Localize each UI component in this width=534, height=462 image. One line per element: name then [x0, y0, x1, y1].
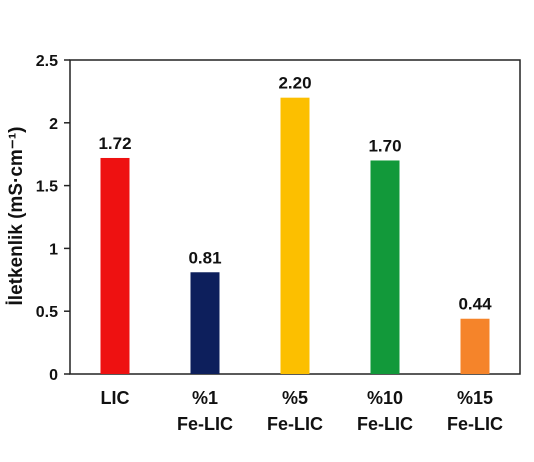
bar	[100, 157, 130, 374]
x-tick-label: LIC	[101, 388, 130, 408]
bars	[100, 97, 490, 375]
x-tick-label: Fe-LIC	[357, 414, 413, 434]
x-tick-label: Fe-LIC	[177, 414, 233, 434]
y-tick-label: 0.5	[36, 304, 58, 321]
bar	[460, 318, 490, 374]
data-label: 0.81	[188, 248, 221, 267]
x-tick-label: %15	[457, 388, 493, 408]
data-labels: 1.72 0.81 2.20 1.70 0.44	[98, 74, 492, 314]
y-axis-ticks: 0 0.5 1 1.5 2 2.5	[36, 53, 70, 384]
data-label: 1.72	[98, 134, 131, 153]
y-tick-label: 2.5	[36, 53, 58, 70]
x-tick-label: %10	[367, 388, 403, 408]
y-tick-label: 0	[49, 367, 58, 384]
data-label: 1.70	[368, 136, 401, 155]
y-tick-label: 1.5	[36, 179, 58, 196]
data-label: 2.20	[278, 74, 311, 93]
x-tick-label: Fe-LIC	[447, 414, 503, 434]
data-label: 0.44	[458, 295, 492, 314]
x-tick-label: %1	[192, 388, 218, 408]
y-axis-label: İletkenlik (mS·cm⁻¹)	[6, 127, 27, 306]
x-axis-labels: LIC %1 Fe-LIC %5 Fe-LIC %10 Fe-LIC %15 Fe-LIC	[101, 388, 504, 434]
x-tick-label: Fe-LIC	[267, 414, 323, 434]
bar	[370, 160, 400, 374]
bar	[190, 272, 220, 374]
x-tick-label: %5	[282, 388, 308, 408]
y-tick-label: 1	[49, 241, 58, 258]
bar	[280, 97, 310, 375]
y-tick-label: 2	[49, 116, 58, 133]
